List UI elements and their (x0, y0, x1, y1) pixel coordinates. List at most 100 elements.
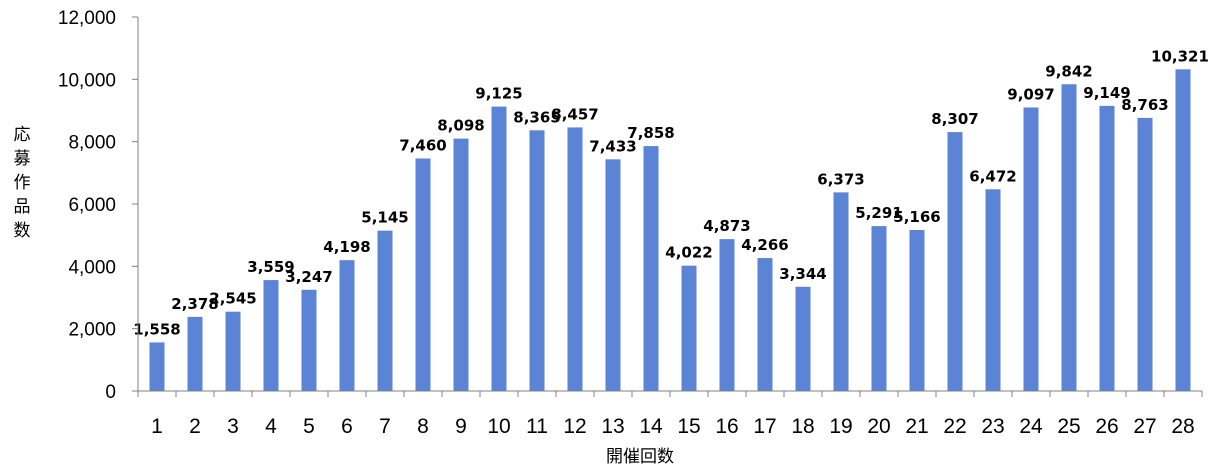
x-tick-label: 5 (303, 415, 315, 438)
data-label: 4,198 (323, 238, 370, 256)
x-tick-label: 1 (151, 415, 163, 438)
data-label: 3,344 (779, 265, 826, 283)
y-tick-label: 8,000 (68, 133, 116, 154)
data-label: 8,457 (551, 105, 598, 123)
bar (871, 226, 887, 391)
bar (1023, 107, 1039, 391)
bar (187, 316, 203, 391)
bars (149, 69, 1191, 392)
bar (985, 189, 1001, 391)
data-label: 9,149 (1083, 84, 1130, 102)
data-label: 8,098 (437, 117, 484, 135)
y-tick-label: 12,000 (58, 8, 116, 29)
bar (947, 132, 963, 391)
x-tick-label: 20 (867, 415, 890, 438)
bar (377, 230, 393, 391)
bar (681, 265, 697, 391)
bar (225, 311, 241, 391)
data-label: 3,559 (247, 258, 294, 276)
y-axis-ticks: 0 2,000 4,000 6,000 8,000 10,000 12,000 (58, 8, 138, 403)
x-tick-label: 28 (1171, 415, 1194, 438)
y-tick-label: 0 (105, 382, 116, 403)
data-label: 10,321 (1151, 47, 1209, 65)
y-axis-title-char: 応 (14, 125, 31, 145)
data-label: 4,022 (665, 244, 712, 262)
x-tick-label: 17 (753, 415, 776, 438)
data-label: 8,365 (513, 108, 560, 126)
x-tick-label: 10 (487, 415, 510, 438)
data-label: 7,460 (399, 136, 446, 154)
data-label: 7,858 (627, 124, 674, 142)
x-tick-label: 15 (677, 415, 700, 438)
data-label: 2,545 (209, 290, 256, 308)
data-label: 9,842 (1045, 62, 1092, 80)
x-tick-label: 23 (981, 415, 1004, 438)
data-label: 5,166 (893, 208, 940, 226)
x-axis-title: 開催回数 (606, 447, 674, 467)
y-tick-label: 10,000 (58, 70, 116, 91)
x-tick-label: 22 (943, 415, 966, 438)
x-tick-label: 14 (639, 415, 663, 438)
y-axis-title-char: 募 (14, 149, 31, 169)
bar (263, 280, 279, 391)
x-tick-label: 9 (455, 415, 467, 438)
x-tick-label: 13 (601, 415, 624, 438)
x-tick-label: 27 (1133, 415, 1156, 438)
x-tick-label: 26 (1095, 415, 1118, 438)
bar (1137, 117, 1153, 391)
data-label: 4,873 (703, 217, 750, 235)
bar (833, 192, 849, 391)
data-label: 8,763 (1121, 96, 1168, 114)
bar (909, 229, 925, 391)
bar (415, 158, 431, 391)
data-label: 2,378 (171, 295, 218, 313)
y-axis-title-char: 数 (14, 221, 31, 241)
y-tick-label: 6,000 (68, 195, 116, 216)
bar (529, 130, 545, 391)
data-label: 3,247 (285, 268, 332, 286)
bar (719, 239, 735, 391)
data-label: 6,472 (969, 167, 1016, 185)
x-tick-label: 6 (341, 415, 353, 438)
bar (757, 258, 773, 391)
bar (301, 289, 317, 391)
bar (453, 138, 469, 391)
bar (339, 260, 355, 391)
data-label: 4,266 (741, 236, 788, 254)
data-label: 5,291 (855, 204, 902, 222)
bar (643, 146, 659, 391)
x-tick-label: 4 (265, 415, 277, 438)
data-label: 5,145 (361, 209, 408, 227)
bar (1099, 105, 1115, 391)
data-label: 9,125 (475, 85, 522, 103)
bar (149, 342, 165, 391)
x-tick-label: 24 (1019, 415, 1043, 438)
bar (1175, 69, 1191, 392)
x-tick-label: 7 (379, 415, 391, 438)
x-tick-label: 21 (905, 415, 928, 438)
bar (1061, 84, 1077, 392)
data-label: 8,307 (931, 110, 978, 128)
data-label: 6,373 (817, 170, 864, 188)
bar (567, 127, 583, 392)
y-axis-title-char: 品 (14, 197, 31, 217)
data-label: 7,433 (589, 137, 636, 155)
x-tick-label: 19 (829, 415, 852, 438)
x-axis-ticks: 1 2 3 4 5 6 7 8 9 10 11 12 13 14 15 16 17 18 19 20 21 22 23 24 2… (137, 391, 1203, 438)
data-label: 9,097 (1007, 85, 1054, 103)
y-tick-label: 4,000 (68, 257, 116, 278)
y-axis-title-char: 作 (14, 173, 31, 193)
x-tick-label: 25 (1057, 415, 1080, 438)
bar (491, 106, 507, 392)
bar (795, 286, 811, 391)
data-label: 1,558 (133, 320, 180, 338)
x-tick-label: 12 (563, 415, 586, 438)
x-tick-label: 3 (227, 415, 239, 438)
x-tick-label: 18 (791, 415, 814, 438)
x-tick-label: 11 (526, 415, 548, 438)
x-tick-label: 8 (417, 415, 429, 438)
bar (605, 159, 621, 391)
